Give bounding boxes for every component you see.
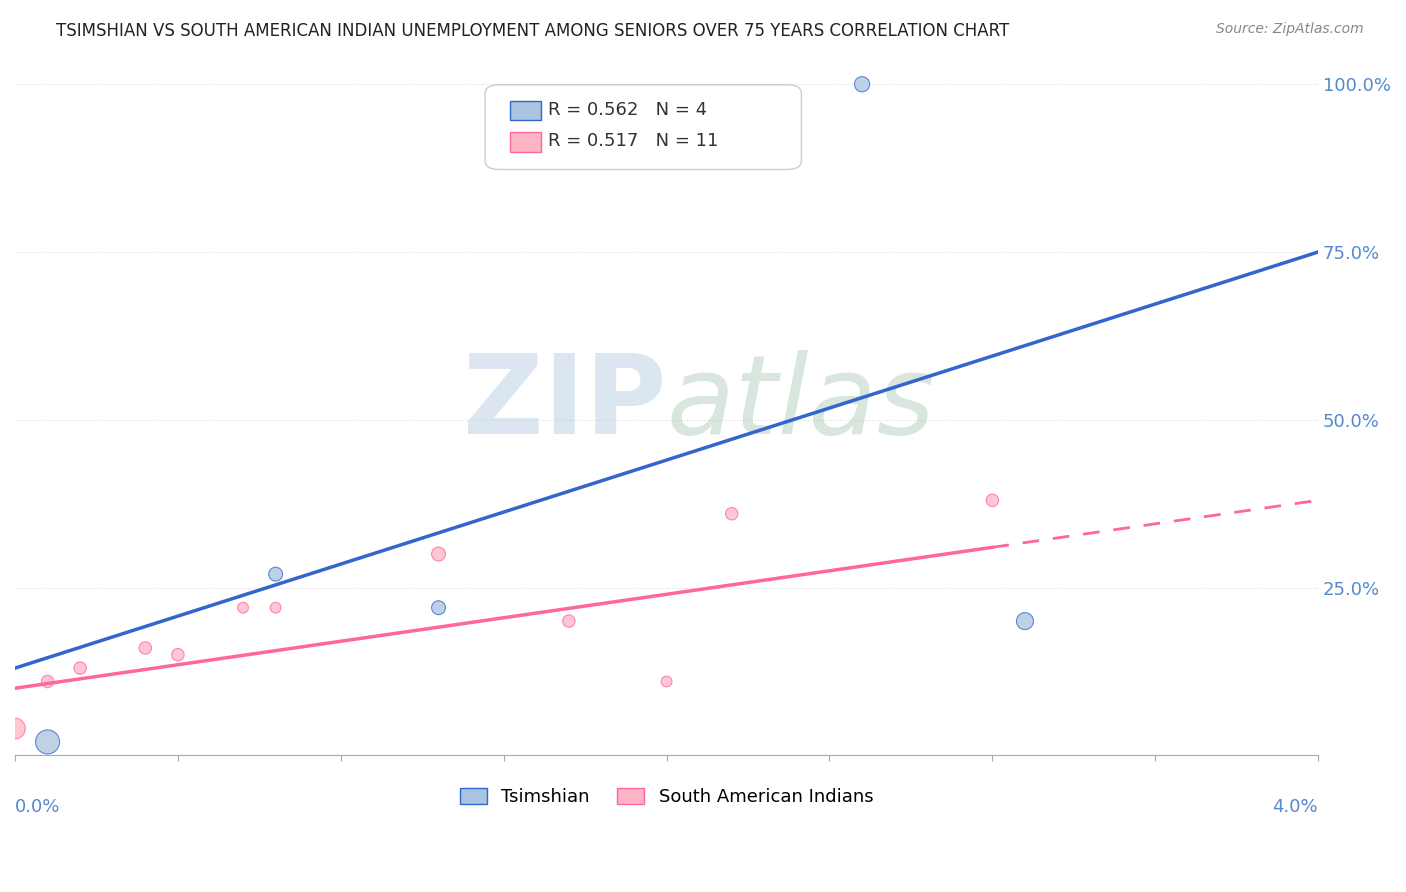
Point	[655, 674, 678, 689]
Point	[232, 600, 254, 615]
Text: ZIP: ZIP	[463, 350, 666, 457]
Point	[134, 640, 156, 655]
Point	[167, 648, 190, 662]
Point	[427, 547, 450, 561]
Point	[37, 674, 59, 689]
Point	[69, 661, 91, 675]
Text: R = 0.562   N = 4: R = 0.562 N = 4	[548, 101, 707, 119]
Text: Source: ZipAtlas.com: Source: ZipAtlas.com	[1216, 22, 1364, 37]
Point	[264, 600, 287, 615]
Text: 4.0%: 4.0%	[1272, 797, 1319, 815]
Point	[427, 600, 450, 615]
Text: 0.0%: 0.0%	[15, 797, 60, 815]
Point	[851, 77, 873, 91]
Point	[1014, 614, 1036, 628]
Point	[720, 507, 742, 521]
Point	[4, 722, 27, 736]
Text: R = 0.517   N = 11: R = 0.517 N = 11	[548, 132, 718, 150]
Point	[558, 614, 581, 628]
Text: TSIMSHIAN VS SOUTH AMERICAN INDIAN UNEMPLOYMENT AMONG SENIORS OVER 75 YEARS CORR: TSIMSHIAN VS SOUTH AMERICAN INDIAN UNEMP…	[56, 22, 1010, 40]
Point	[981, 493, 1004, 508]
Point	[37, 735, 59, 749]
Point	[264, 567, 287, 582]
Text: atlas: atlas	[666, 350, 935, 457]
Legend: Tsimshian, South American Indians: Tsimshian, South American Indians	[453, 780, 880, 814]
